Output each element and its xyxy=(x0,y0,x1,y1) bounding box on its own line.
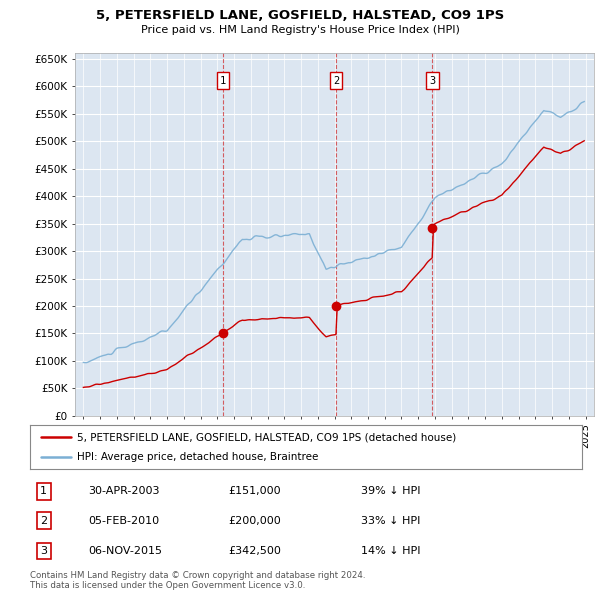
Text: 14% ↓ HPI: 14% ↓ HPI xyxy=(361,546,421,556)
Text: 3: 3 xyxy=(40,546,47,556)
Text: £200,000: £200,000 xyxy=(229,516,281,526)
Text: 2: 2 xyxy=(40,516,47,526)
Text: 5, PETERSFIELD LANE, GOSFIELD, HALSTEAD, CO9 1PS: 5, PETERSFIELD LANE, GOSFIELD, HALSTEAD,… xyxy=(96,9,504,22)
Text: This data is licensed under the Open Government Licence v3.0.: This data is licensed under the Open Gov… xyxy=(30,581,305,589)
Text: HPI: Average price, detached house, Braintree: HPI: Average price, detached house, Brai… xyxy=(77,452,318,461)
Text: 2: 2 xyxy=(333,76,339,86)
Text: 33% ↓ HPI: 33% ↓ HPI xyxy=(361,516,421,526)
Text: 06-NOV-2015: 06-NOV-2015 xyxy=(88,546,162,556)
Text: Price paid vs. HM Land Registry's House Price Index (HPI): Price paid vs. HM Land Registry's House … xyxy=(140,25,460,35)
Text: Contains HM Land Registry data © Crown copyright and database right 2024.: Contains HM Land Registry data © Crown c… xyxy=(30,571,365,579)
Text: 5, PETERSFIELD LANE, GOSFIELD, HALSTEAD, CO9 1PS (detached house): 5, PETERSFIELD LANE, GOSFIELD, HALSTEAD,… xyxy=(77,432,456,442)
Text: 39% ↓ HPI: 39% ↓ HPI xyxy=(361,486,421,496)
Text: 3: 3 xyxy=(429,76,436,86)
Text: £342,500: £342,500 xyxy=(229,546,281,556)
Text: 30-APR-2003: 30-APR-2003 xyxy=(88,486,160,496)
Text: 1: 1 xyxy=(220,76,226,86)
Text: 1: 1 xyxy=(40,486,47,496)
Text: £151,000: £151,000 xyxy=(229,486,281,496)
Text: 05-FEB-2010: 05-FEB-2010 xyxy=(88,516,159,526)
